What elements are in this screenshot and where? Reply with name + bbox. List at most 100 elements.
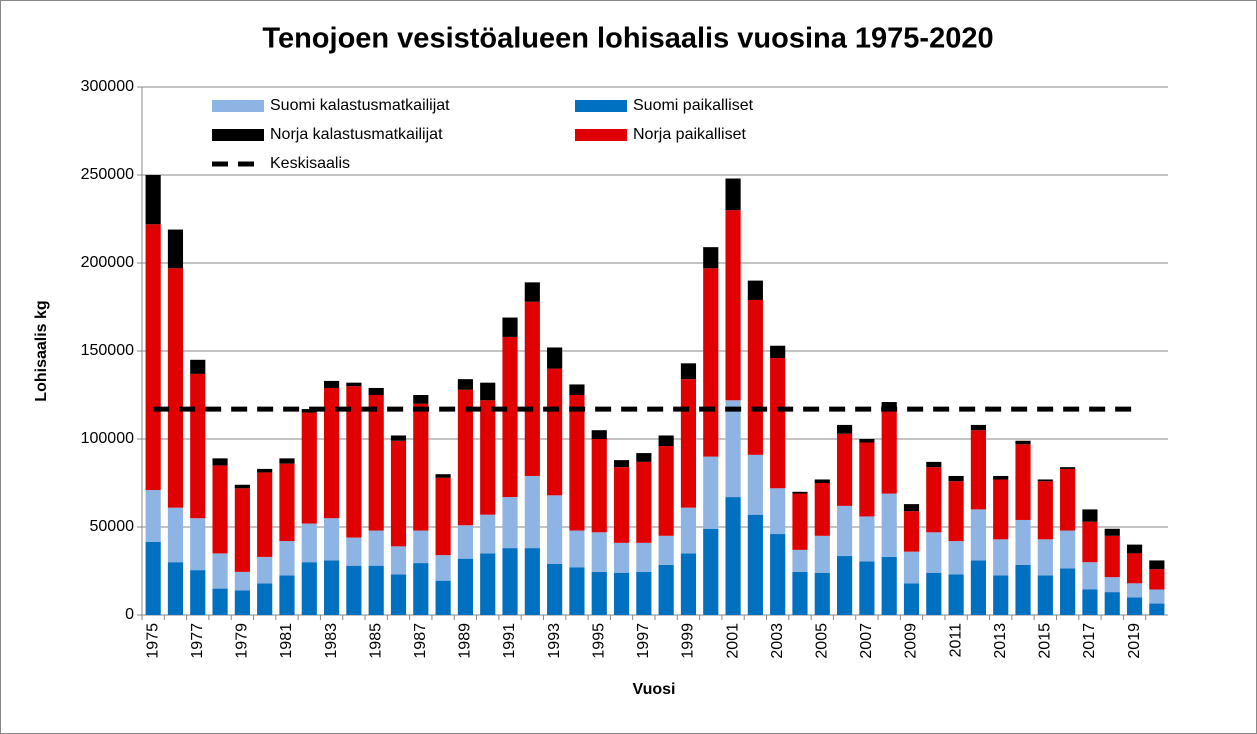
y-tick-label: 100000 <box>81 430 134 447</box>
bar-segment <box>680 363 697 380</box>
x-tick-label: 2019 <box>1126 623 1143 659</box>
bar-segment <box>524 475 540 549</box>
legend-label: Norja kalastusmatkailijat <box>270 126 443 143</box>
x-tick-label: 1985 <box>367 623 384 659</box>
bar-segment <box>1104 535 1120 578</box>
bar-segment <box>346 386 362 538</box>
x-tick-label: 2015 <box>1037 623 1054 659</box>
bar-segment <box>926 532 942 573</box>
bar-segment <box>859 439 875 443</box>
bar-segment <box>257 468 273 473</box>
bar-segment <box>1126 544 1143 554</box>
bar-segment <box>480 514 496 554</box>
y-tick-label: 250000 <box>81 166 134 183</box>
bar-segment <box>390 546 407 575</box>
x-tick-label: 2013 <box>992 623 1009 659</box>
bar-segment <box>502 497 518 549</box>
bar-segment <box>301 523 317 563</box>
x-tick-label: 1987 <box>412 623 429 659</box>
x-tick-label: 2011 <box>947 623 964 658</box>
bar-segment <box>636 453 652 462</box>
bar-segment <box>390 435 407 441</box>
bar-segment <box>658 564 674 615</box>
bar-segment <box>234 484 250 489</box>
bar-segment <box>1104 528 1120 536</box>
bar-segment <box>970 560 986 615</box>
bar-segment <box>814 479 830 483</box>
bar-segment <box>524 548 540 615</box>
bar-segment <box>279 575 295 615</box>
bar-segment <box>324 518 340 561</box>
bar-segment <box>368 565 384 615</box>
bar-segment <box>837 433 853 506</box>
bar-segment <box>524 301 540 476</box>
bar-segment <box>502 548 518 615</box>
bar-segment <box>279 541 295 576</box>
bar-segment <box>792 493 808 550</box>
bar-segment <box>1104 592 1120 615</box>
chart-title: Tenojoen vesistöalueen lohisaalis vuosin… <box>262 23 993 55</box>
legend-swatch <box>212 129 264 141</box>
bar-segment <box>703 268 719 457</box>
bar-segment <box>703 247 719 269</box>
bar-segment <box>547 495 563 564</box>
legend-label: Suomi kalastusmatkailijat <box>270 97 450 114</box>
x-tick-label: 1997 <box>635 623 652 659</box>
bar-segment <box>145 490 161 542</box>
bar-segment <box>234 571 250 591</box>
bar-segment <box>1149 569 1165 590</box>
bar-segment <box>234 590 250 615</box>
bar-segment <box>1082 589 1098 615</box>
bar-segment <box>613 467 630 543</box>
bar-segment <box>145 224 161 491</box>
bar-segment <box>1037 479 1053 482</box>
legend-label: Norja paikalliset <box>633 126 746 143</box>
legend-swatch <box>575 129 627 141</box>
bar-segment <box>591 532 607 572</box>
bar-segment <box>457 379 473 390</box>
bar-segment <box>190 359 206 374</box>
bar-segment <box>926 572 942 615</box>
bar-segment <box>212 588 228 615</box>
bar-segment <box>190 373 206 519</box>
bar-segment <box>167 268 184 508</box>
bar-segment <box>725 178 741 211</box>
bar-segment <box>413 563 429 615</box>
bar-segment <box>837 556 853 615</box>
bar-segment <box>948 574 964 615</box>
bar-segment <box>435 580 451 615</box>
bar-segment <box>1037 481 1053 540</box>
bar-segment <box>324 560 340 615</box>
bar-segment <box>881 402 897 411</box>
bar-segment <box>1126 553 1143 584</box>
bar-segment <box>569 530 585 568</box>
bar-segment <box>859 561 875 615</box>
bar-segment <box>301 412 317 524</box>
bar-segment <box>747 454 763 515</box>
bar-segment <box>346 565 362 615</box>
bar-segment <box>524 282 540 302</box>
y-tick-label: 150000 <box>81 342 134 359</box>
bar-segment <box>502 317 518 337</box>
y-axis-label: Lohisaalis kg <box>33 300 50 401</box>
bar-segment <box>435 474 451 478</box>
bar-segment <box>1037 539 1053 576</box>
bar-segment <box>368 387 384 395</box>
bar-segment <box>480 553 496 615</box>
bar-segment <box>569 567 585 615</box>
bar-segment <box>636 571 652 615</box>
bar-segment <box>1015 564 1031 615</box>
bar-segment <box>190 570 206 615</box>
bar-segment <box>1082 521 1098 563</box>
bar-segment <box>167 562 184 615</box>
bar-segment <box>324 387 340 519</box>
bar-segment <box>1126 597 1143 615</box>
legend-swatch <box>212 100 264 112</box>
x-tick-label: 1995 <box>590 623 607 659</box>
x-tick-label: 1989 <box>457 623 474 659</box>
bar-segment <box>926 461 942 468</box>
bar-segment <box>547 347 563 369</box>
bar-segment <box>257 556 273 584</box>
bar-segment <box>747 299 763 455</box>
